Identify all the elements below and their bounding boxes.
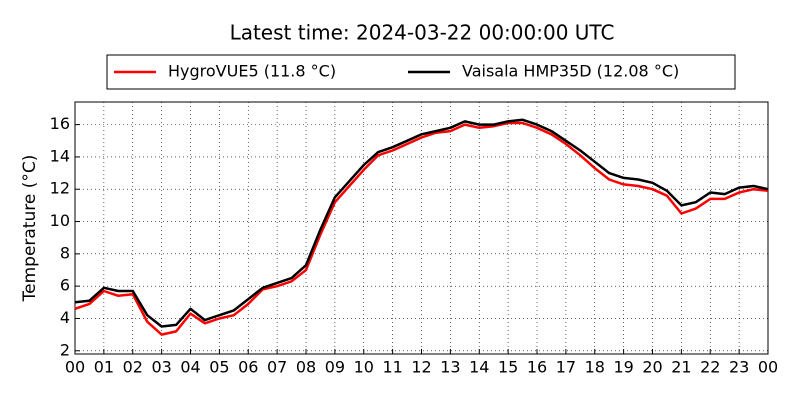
x-tick-label: 06 — [238, 358, 258, 377]
y-tick-label: 4 — [60, 308, 70, 327]
y-tick-label: 16 — [50, 114, 70, 133]
x-tick-label: 12 — [411, 358, 431, 377]
x-tick-label: 07 — [267, 358, 287, 377]
x-tick-label: 22 — [700, 358, 720, 377]
x-tick-label: 04 — [180, 358, 200, 377]
legend-label: Vaisala HMP35D (12.08 °C) — [462, 62, 679, 81]
x-tick-label: 00 — [65, 358, 85, 377]
legend-label: HygroVUE5 (11.8 °C) — [168, 62, 336, 81]
x-tick-label: 00 — [758, 358, 778, 377]
series-line — [74, 121, 769, 336]
x-tick-label: 11 — [382, 358, 402, 377]
plot-frame — [74, 101, 769, 355]
x-tick-label: 10 — [354, 358, 374, 377]
y-tick-label: 10 — [50, 211, 70, 230]
y-axis-label: Temperature (°C) — [20, 155, 40, 303]
x-tick-label: 15 — [498, 358, 518, 377]
y-tick-label: 14 — [50, 146, 70, 165]
series-line — [74, 118, 769, 328]
x-tick-label: 05 — [209, 358, 229, 377]
x-tick-label: 09 — [325, 358, 345, 377]
x-tick-label: 21 — [671, 358, 691, 377]
x-tick-label: 18 — [585, 358, 605, 377]
x-tick-label: 23 — [729, 358, 749, 377]
y-tick-label: 8 — [60, 243, 70, 262]
x-tick-label: 13 — [440, 358, 460, 377]
y-tick-label: 2 — [60, 340, 70, 359]
y-tick-label: 12 — [50, 179, 70, 198]
x-tick-label: 14 — [469, 358, 489, 377]
x-tick-label: 02 — [123, 358, 143, 377]
chart-title: Latest time: 2024-03-22 00:00:00 UTC — [230, 21, 615, 45]
y-tick-label: 6 — [60, 276, 70, 295]
x-tick-label: 08 — [296, 358, 316, 377]
x-tick-label: 17 — [556, 358, 576, 377]
x-tick-label: 03 — [151, 358, 171, 377]
x-tick-label: 16 — [527, 358, 547, 377]
x-tick-label: 20 — [642, 358, 662, 377]
x-tick-label: 01 — [94, 358, 114, 377]
x-tick-label: 19 — [613, 358, 633, 377]
